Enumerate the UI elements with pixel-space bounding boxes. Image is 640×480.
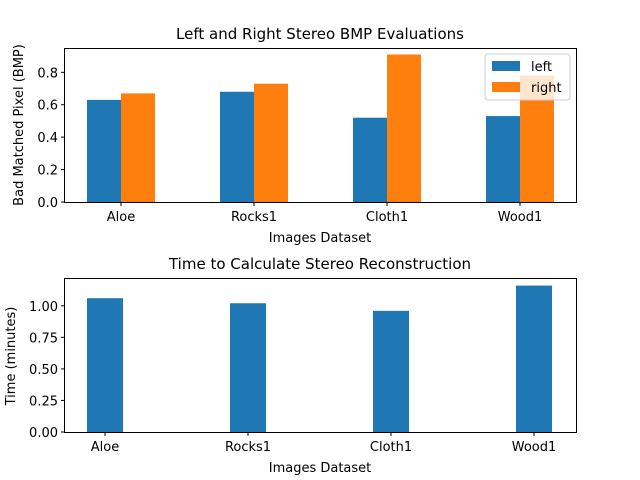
bmp-bar-right-aloe [121,93,155,202]
time-chart-bars [87,285,552,432]
time-y-tick-label: 0.25 [29,394,58,409]
bmp-x-tick-label: Cloth1 [366,210,408,225]
bmp-bar-left-cloth1 [353,117,387,202]
time-y-tick-label: 0.00 [29,426,58,441]
bmp-y-tick-label: 0.6 [37,99,58,114]
bmp-x-tick-label: Aloe [107,210,135,225]
time-y-tick-label: 0.75 [29,331,58,346]
time-chart-title: Time to Calculate Stereo Reconstruction [168,255,471,273]
bmp-chart-x-axis-label: Images Dataset [269,231,372,246]
time-y-tick-label: 1.00 [29,300,58,315]
time-chart-x-axis-label: Images Dataset [269,461,372,476]
time-y-tick-label: 0.50 [29,363,58,378]
time-chart: Time to Calculate Stereo Reconstruction … [4,255,577,476]
bmp-y-tick-label: 0.4 [37,131,58,146]
bmp-chart-legend: left right [484,53,571,101]
bmp-chart-title: Left and Right Stereo BMP Evaluations [176,25,464,43]
time-x-tick-label: Cloth1 [370,440,412,455]
bmp-bar-left-wood1 [486,116,520,202]
bmp-y-tick-label: 0.8 [37,66,58,81]
bmp-chart-ticks: Aloe Rocks1 Cloth1 Wood1 0.0 0.2 0.4 0.6 0.8 [37,66,542,225]
bmp-chart: Left and Right Stereo BMP Evaluations Ba… [12,25,577,246]
bmp-chart-y-axis-label: Bad Matched Pixel (BMP) [12,44,27,206]
bmp-bar-left-aloe [87,99,121,202]
time-chart-ticks: Aloe Rocks1 Cloth1 Wood1 0.00 0.25 0.50 0.75 1.0… [29,300,556,455]
legend-swatch-left [492,61,520,71]
bmp-y-tick-label: 0.0 [37,196,58,211]
time-bar-rocks1 [230,303,266,432]
time-chart-axes-frame [64,278,577,433]
bmp-bar-right-rocks1 [254,83,288,202]
bmp-bar-right-cloth1 [387,54,421,203]
time-x-tick-label: Wood1 [512,440,557,455]
time-bar-wood1 [516,285,552,432]
legend-swatch-right [492,82,520,92]
time-bar-cloth1 [373,310,409,432]
bmp-x-tick-label: Wood1 [498,210,543,225]
legend-label-right: right [531,81,562,96]
bmp-y-tick-label: 0.2 [37,164,58,179]
bmp-chart-bars [87,54,554,203]
bmp-chart-axes-frame [64,48,577,203]
time-x-tick-label: Rocks1 [225,440,271,455]
time-chart-y-axis-label: Time (minutes) [4,307,19,407]
time-bar-aloe [87,298,123,432]
bmp-x-tick-label: Rocks1 [231,210,277,225]
bmp-bar-left-rocks1 [220,91,254,202]
time-x-tick-label: Aloe [91,440,119,455]
legend-label-left: left [531,60,552,75]
